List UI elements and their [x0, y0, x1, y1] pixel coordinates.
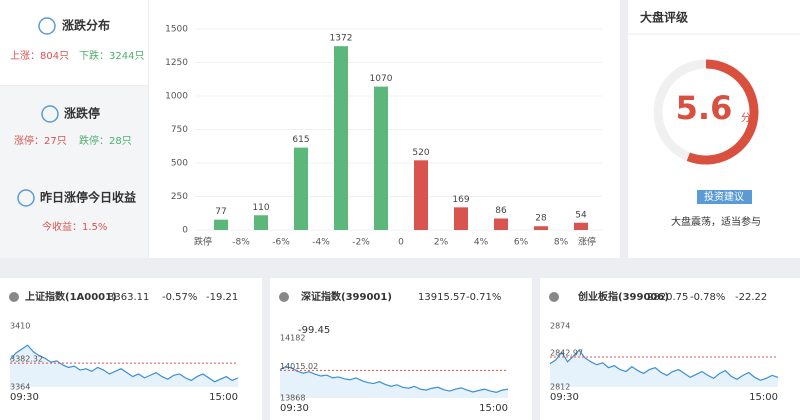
- icon: [38, 17, 56, 35]
- bar: [414, 160, 428, 230]
- y-tick-label: 3410: [10, 322, 30, 331]
- y-tick-label: 2874: [550, 322, 570, 331]
- unit: 分: [741, 112, 751, 124]
- y-tick-label: 1500: [165, 25, 188, 35]
- price-line: [279, 365, 509, 393]
- icon: [41, 105, 59, 123]
- bar-label: 86: [495, 206, 507, 216]
- bar-label: 615: [292, 135, 309, 145]
- bar: [494, 218, 508, 230]
- bar: [214, 219, 228, 230]
- price: 3363.11: [108, 292, 149, 303]
- up-count: 上涨：804只: [10, 50, 69, 62]
- button-label[interactable]: 投资建议: [704, 190, 744, 203]
- time-label: 15:00: [479, 403, 508, 414]
- title: 昨日涨停今日收益: [40, 190, 136, 205]
- index-title: 上证指数(1A0001): [25, 290, 117, 303]
- sidebar-block: [0, 0, 148, 85]
- index-title: 深证指数(399001): [301, 290, 392, 303]
- bar: [534, 226, 548, 230]
- gauge-arc: [686, 59, 759, 165]
- down-count: 下跌：3244只: [79, 49, 144, 62]
- bar-label: 520: [412, 148, 429, 158]
- x-tick-label: 6%: [514, 238, 529, 248]
- x-tick-label: -6%: [272, 238, 290, 248]
- price-line: [9, 344, 239, 383]
- x-tick-label: -2%: [352, 238, 370, 248]
- x-tick-label: 2%: [434, 238, 449, 248]
- bar: [334, 46, 348, 230]
- icon: [279, 292, 289, 302]
- time-label: 09:30: [10, 392, 39, 403]
- icon: [9, 292, 19, 302]
- y-tick-label: 250: [171, 192, 188, 202]
- ref-label: 14015.02: [280, 362, 318, 371]
- pct: -0.78%: [690, 292, 725, 303]
- pct: -0.57%: [162, 292, 197, 303]
- x-tick-label: -4%: [312, 238, 330, 248]
- score: 5.6: [676, 89, 733, 127]
- time-label: 15:00: [749, 392, 778, 403]
- bar-label: 1070: [370, 74, 393, 84]
- y-tick-label: 2812: [550, 383, 570, 392]
- y-tick-label: 1000: [165, 92, 188, 102]
- index-card: [540, 278, 800, 420]
- y-tick-label: 1250: [165, 58, 188, 68]
- area: [10, 345, 238, 387]
- y-tick-label: 0: [182, 226, 188, 236]
- bar: [574, 222, 588, 230]
- bar-label: 28: [535, 214, 547, 224]
- y-tick-label: 13868: [280, 394, 305, 403]
- rating-title: 大盘评级: [640, 10, 688, 25]
- change: -19.21: [206, 292, 238, 303]
- icon: [549, 292, 559, 302]
- bar: [374, 86, 388, 231]
- bar-label: 54: [575, 210, 587, 220]
- x-tick-label: 4%: [474, 238, 489, 248]
- title: 涨跌停: [64, 106, 100, 121]
- bar-label: 169: [452, 195, 469, 205]
- bar: [254, 215, 268, 230]
- bar: [454, 207, 468, 230]
- y-tick-label: 14182: [280, 334, 305, 343]
- bar-label: 77: [215, 207, 226, 217]
- bar-label: 1372: [330, 34, 353, 44]
- bar: [294, 147, 308, 230]
- icon: [17, 189, 35, 207]
- ref-label: 3382.32: [10, 355, 43, 364]
- change: -99.45: [298, 325, 330, 336]
- time-label: 15:00: [209, 392, 238, 403]
- limit-down: 跌停：28只: [79, 134, 132, 147]
- advice-button[interactable]: [697, 190, 752, 204]
- pct: -0.71%: [466, 292, 501, 303]
- price-line: [549, 349, 779, 381]
- return: 今收益：1.5%: [42, 220, 107, 233]
- advice: 大盘震荡，适当参与: [671, 215, 761, 228]
- area: [280, 366, 508, 398]
- x-tick-label: 8%: [554, 238, 569, 248]
- index-title: 创业板指(399006): [577, 290, 669, 303]
- index-card: [0, 278, 262, 420]
- y-tick-label: 750: [171, 125, 188, 135]
- time-label: 09:30: [550, 392, 579, 403]
- change: -22.22: [735, 292, 767, 303]
- ref-label: 2842.97: [550, 349, 583, 358]
- y-tick-label: 3364: [10, 383, 30, 392]
- time-label: 09:30: [280, 403, 309, 414]
- bar-label: 110: [252, 203, 269, 213]
- limit-up: 涨停：27只: [14, 134, 67, 147]
- x-tick-label: -8%: [232, 238, 250, 248]
- x-tick-label: 跌停: [194, 236, 212, 248]
- price: 13915.57: [418, 292, 466, 303]
- x-tick-label: 0: [398, 238, 404, 248]
- y-tick-label: 500: [171, 159, 188, 169]
- x-tick-label: 涨停: [578, 236, 596, 248]
- price: 2820.75: [647, 292, 688, 303]
- title: 涨跌分布: [62, 18, 110, 33]
- area: [550, 350, 778, 387]
- sidebar-block: [0, 86, 148, 258]
